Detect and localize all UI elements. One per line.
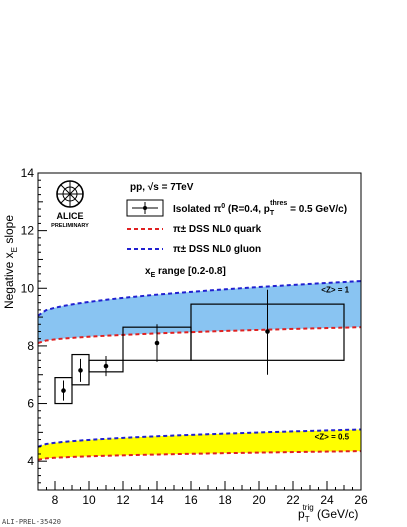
y-axis-label-sub: E — [10, 247, 19, 252]
data-points — [61, 289, 270, 401]
y-axis-label: Negative xE slope — [2, 215, 19, 309]
x-axis-label-suffix: (GeV/c) — [314, 507, 359, 521]
x-axis-label-sub: T — [305, 515, 310, 524]
logo-text-alice: ALICE — [57, 211, 84, 221]
gluon-curve-1 — [37, 428, 362, 448]
logo-text-preliminary: PRELIMINARY — [51, 223, 89, 229]
legend-label-gluon: π± DSS NL0 gluon — [173, 244, 261, 255]
xe-range-label: xE range [0.2-0.8] — [145, 266, 226, 279]
band-label-z05: <Z> = 0.5 — [315, 433, 350, 442]
legend: Isolated π0 (R=0.4, pTthres = 0.5 GeV/c)… — [126, 199, 347, 255]
x-tick-label: 20 — [252, 493, 266, 507]
x-tick-label: 10 — [82, 493, 96, 507]
data-point-1 — [78, 368, 83, 373]
data-point-2 — [103, 363, 109, 369]
legend-entry-data: Isolated π0 (R=0.4, pTthres = 0.5 GeV/c) — [126, 199, 347, 217]
y-tick-label: 8 — [27, 339, 34, 353]
y-axis-label-main: Negative x — [2, 252, 16, 309]
data-point-4 — [265, 329, 270, 334]
x-tick-label: 8 — [52, 493, 59, 507]
band-fill-0 — [38, 281, 361, 344]
model-bands — [38, 281, 361, 460]
x-tick-label: 26 — [354, 493, 368, 507]
legend-label-data: Isolated π0 (R=0.4, pTthres = 0.5 GeV/c) — [173, 200, 347, 217]
band-label-z1: <Z> = 1 — [321, 286, 349, 295]
x-tick-label: 14 — [150, 493, 164, 507]
x-tick-label: 12 — [116, 493, 130, 507]
axis-ticks: 8 10 12 14 16 18 20 22 24 26 4 6 8 10 12 14 — [21, 166, 368, 507]
y-tick-label: 10 — [21, 281, 35, 295]
x-axis-label-main: p — [298, 507, 305, 521]
data-point-3 — [154, 340, 160, 346]
legend-entry-gluon: π± DSS NL0 gluon — [127, 244, 261, 255]
gluon-curve-0 — [37, 280, 362, 317]
y-axis-label-suffix: slope — [2, 215, 16, 247]
y-tick-label: 6 — [27, 397, 34, 411]
band-fill-1 — [38, 429, 361, 460]
model-curves — [37, 280, 362, 461]
y-tick-label: 4 — [27, 454, 34, 468]
svg-text:Negative xE slope: Negative xE slope — [2, 215, 19, 309]
y-tick-label: 12 — [21, 224, 35, 238]
x-axis-label: pTtrig (GeV/c) — [298, 503, 358, 524]
x-tick-label: 22 — [286, 493, 300, 507]
x-axis-label-sup: trig — [303, 503, 314, 512]
legend-entry-quark: π± DSS NL0 quark — [127, 224, 262, 235]
quark-curve-1 — [37, 450, 362, 461]
chart-title: pp, √s = 7TeV — [130, 182, 194, 193]
x-tick-label: 18 — [218, 493, 232, 507]
x-tick-label: 24 — [320, 493, 334, 507]
data-point-0 — [61, 388, 66, 393]
x-tick-label: 16 — [184, 493, 198, 507]
y-tick-label: 14 — [21, 166, 35, 180]
quark-curve-0 — [37, 326, 362, 344]
footer-id: ALI-PREL-35420 — [2, 518, 61, 526]
legend-label-quark: π± DSS NL0 quark — [173, 224, 262, 235]
alice-logo: ALICE PRELIMINARY — [51, 180, 89, 229]
sys-box-0 — [54, 377, 73, 405]
